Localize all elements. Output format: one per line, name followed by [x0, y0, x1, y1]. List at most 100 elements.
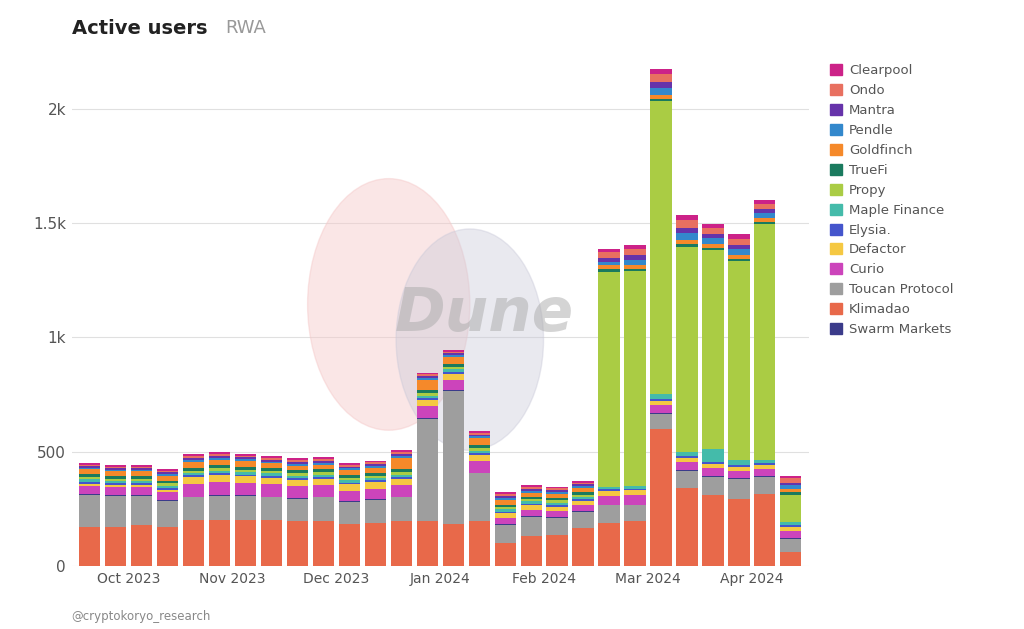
- Bar: [183, 498, 205, 520]
- Bar: [702, 476, 724, 477]
- Bar: [702, 250, 724, 450]
- Bar: [469, 433, 489, 435]
- Bar: [365, 499, 386, 500]
- Bar: [157, 490, 178, 492]
- Bar: [676, 462, 697, 470]
- Bar: [365, 476, 386, 478]
- Bar: [131, 470, 153, 471]
- Bar: [339, 502, 360, 524]
- Bar: [391, 450, 412, 452]
- Bar: [339, 482, 360, 484]
- Bar: [469, 461, 489, 472]
- Bar: [547, 492, 567, 494]
- Bar: [79, 527, 100, 566]
- Bar: [442, 369, 464, 372]
- Bar: [676, 215, 697, 220]
- Bar: [469, 450, 489, 453]
- Bar: [365, 468, 386, 472]
- Bar: [520, 491, 542, 493]
- Bar: [625, 504, 646, 506]
- Bar: [157, 486, 178, 488]
- Bar: [520, 537, 542, 566]
- Bar: [520, 509, 542, 516]
- Bar: [209, 465, 230, 469]
- Bar: [105, 485, 126, 487]
- Bar: [676, 244, 697, 247]
- Bar: [209, 454, 230, 456]
- Bar: [234, 454, 256, 455]
- Bar: [676, 240, 697, 244]
- Bar: [261, 477, 283, 484]
- Bar: [572, 513, 594, 528]
- Bar: [365, 500, 386, 523]
- Bar: [131, 496, 153, 525]
- Bar: [391, 475, 412, 477]
- Bar: [780, 538, 802, 552]
- Bar: [728, 460, 750, 465]
- Bar: [520, 516, 542, 517]
- Bar: [105, 470, 126, 471]
- Bar: [365, 472, 386, 476]
- Bar: [780, 532, 802, 538]
- Bar: [547, 498, 567, 500]
- Bar: [79, 463, 100, 465]
- Bar: [209, 460, 230, 465]
- Bar: [755, 465, 775, 469]
- Bar: [520, 486, 542, 487]
- Bar: [520, 506, 542, 509]
- Bar: [287, 465, 308, 470]
- Bar: [728, 479, 750, 499]
- Bar: [339, 465, 360, 467]
- Bar: [780, 493, 802, 494]
- Bar: [79, 467, 100, 469]
- Bar: [339, 467, 360, 469]
- Bar: [313, 472, 334, 475]
- Bar: [417, 372, 438, 374]
- Bar: [157, 469, 178, 471]
- Bar: [780, 479, 802, 482]
- Bar: [391, 456, 412, 458]
- Bar: [598, 496, 620, 504]
- Bar: [131, 471, 153, 476]
- Bar: [313, 463, 334, 465]
- Bar: [676, 488, 697, 566]
- Bar: [209, 473, 230, 475]
- Bar: [339, 501, 360, 502]
- Bar: [702, 224, 724, 228]
- Bar: [755, 204, 775, 209]
- Ellipse shape: [307, 179, 470, 430]
- Bar: [676, 452, 697, 456]
- Bar: [755, 460, 775, 463]
- Bar: [495, 518, 516, 524]
- Bar: [572, 505, 594, 511]
- Bar: [442, 374, 464, 380]
- Bar: [625, 496, 646, 504]
- Bar: [391, 477, 412, 479]
- Bar: [676, 458, 697, 462]
- Bar: [183, 458, 205, 460]
- Bar: [105, 481, 126, 483]
- Bar: [183, 470, 205, 473]
- Bar: [598, 249, 620, 252]
- Bar: [365, 523, 386, 566]
- Bar: [391, 452, 412, 454]
- Bar: [131, 483, 153, 485]
- Bar: [547, 490, 567, 492]
- Bar: [417, 380, 438, 390]
- Bar: [650, 101, 672, 394]
- Bar: [728, 478, 750, 479]
- Bar: [79, 474, 100, 477]
- Bar: [339, 481, 360, 482]
- Bar: [598, 504, 620, 506]
- Bar: [755, 222, 775, 224]
- Bar: [209, 458, 230, 460]
- Bar: [702, 228, 724, 234]
- Bar: [547, 511, 567, 517]
- Bar: [702, 464, 724, 468]
- Bar: [572, 493, 594, 494]
- Bar: [702, 468, 724, 476]
- Bar: [131, 465, 153, 467]
- Bar: [728, 238, 750, 245]
- Bar: [702, 248, 724, 250]
- Bar: [417, 521, 438, 566]
